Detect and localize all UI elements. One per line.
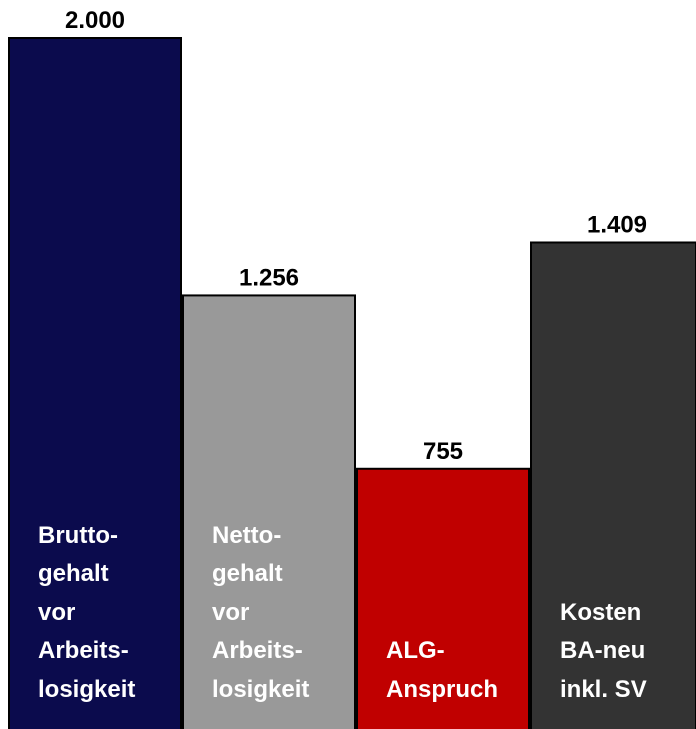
value-label: 2.000 (65, 7, 125, 34)
bar (356, 467, 530, 729)
value-label: 1.409 (587, 211, 647, 238)
bar (530, 241, 696, 729)
value-label: 755 (423, 438, 463, 465)
value-label: 1.256 (239, 264, 299, 291)
bar (8, 37, 182, 729)
category-label: ALG- Anspruch (386, 637, 499, 703)
category-label: Netto- gehalt vor Arbeits- losigkeit (212, 521, 310, 703)
category-label: Brutto- gehalt vor Arbeits- losigkeit (38, 521, 136, 703)
bar (182, 294, 356, 729)
category-label: Kosten BA-neu inkl. SV (560, 598, 647, 703)
